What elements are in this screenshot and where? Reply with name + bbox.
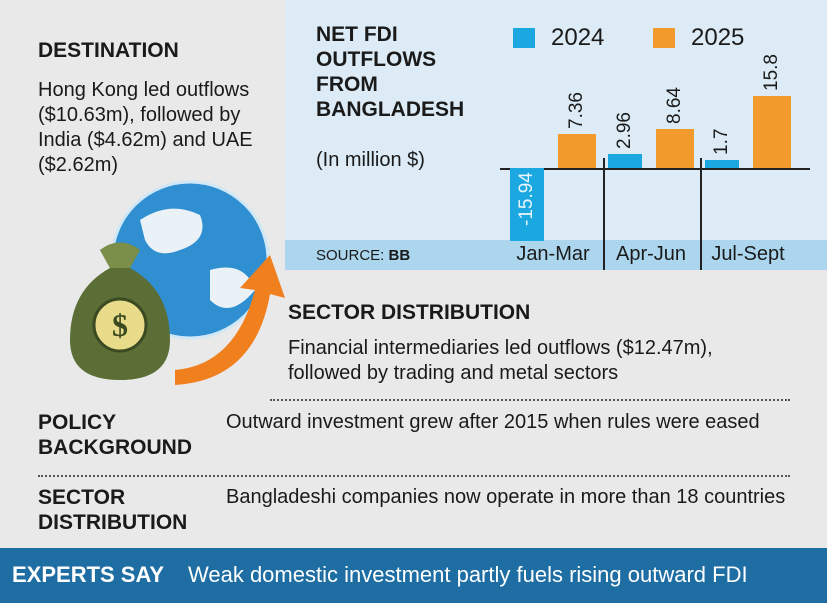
- value-label: 15.8: [761, 53, 782, 91]
- value-label: 1.7: [711, 128, 732, 156]
- bar: [558, 134, 596, 168]
- category-label: Apr-Jun: [615, 243, 687, 265]
- separator: [603, 158, 605, 270]
- value-label: 2.96: [614, 112, 635, 150]
- legend-label: 2025: [691, 24, 745, 51]
- svg-text:$: $: [112, 307, 128, 343]
- value-label: 8.64: [664, 86, 685, 124]
- source: SOURCE: BB: [316, 247, 410, 264]
- destination-text: Hong Kong led outflows ($10.63m), follow…: [38, 79, 253, 176]
- row-heading: POLICY BACKGROUND: [38, 411, 192, 459]
- sector-heading: SECTOR DISTRIBUTION: [288, 301, 531, 324]
- bar: [608, 154, 642, 168]
- row-text: Outward investment grew after 2015 when …: [226, 411, 760, 433]
- category-label: Jan-Mar: [516, 243, 590, 265]
- separator: [700, 158, 702, 270]
- footer: EXPERTS SAY Weak domestic investment par…: [0, 548, 827, 603]
- bar: [705, 160, 739, 168]
- row-heading: SECTOR DISTRIBUTION: [38, 486, 188, 534]
- divider: [270, 399, 790, 401]
- footer-text: Weak domestic investment partly fuels ri…: [188, 562, 748, 587]
- legend-label: 2024: [551, 24, 605, 51]
- sector-text: Financial intermediaries led outflows ($…: [288, 337, 713, 384]
- source-strip: [285, 240, 827, 270]
- destination-heading: DESTINATION: [38, 39, 179, 62]
- chart-subtitle: (In million $): [316, 149, 425, 171]
- legend-swatch: [653, 28, 675, 48]
- chart-panel: [285, 0, 827, 270]
- divider: [38, 475, 790, 477]
- illustration: $: [70, 180, 285, 385]
- bar: [753, 95, 791, 168]
- chart: 2024 2025 Jan-Mar -15.94 7.36 Apr-Jun 2.96 8.64…: [0, 0, 827, 270]
- chart-title: NET FDI OUTFLOWS FROM BANGLADESH: [316, 23, 465, 121]
- source-label: SOURCE:: [316, 247, 385, 264]
- legend-swatch: [513, 28, 535, 48]
- value-label: -15.94: [516, 172, 537, 226]
- bar: [510, 168, 544, 241]
- bar: [656, 128, 694, 168]
- baseline: [500, 168, 810, 170]
- source-value: BB: [388, 247, 411, 264]
- value-label: 7.36: [566, 92, 587, 130]
- category-label: Jul-Sept: [711, 243, 785, 265]
- footer-label: EXPERTS SAY: [12, 562, 165, 587]
- row-text: Bangladeshi companies now operate in mor…: [226, 486, 786, 508]
